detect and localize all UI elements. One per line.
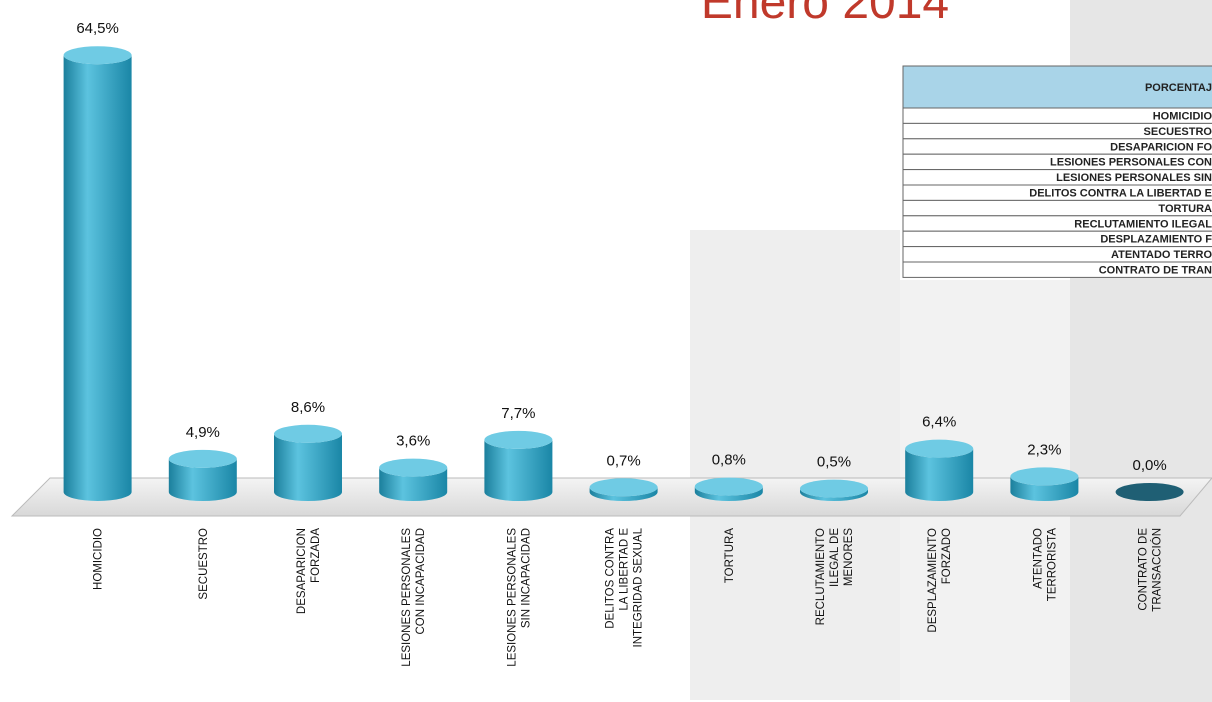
value-label: 2,3% <box>1027 441 1061 458</box>
value-label: 7,7% <box>501 405 535 422</box>
value-label: 4,9% <box>186 424 220 441</box>
table-cell: RECLUTAMIENTO ILEGAL <box>1074 218 1212 230</box>
bar-top <box>694 477 763 496</box>
value-label: 0,7% <box>606 452 640 469</box>
category-label: HOMICIDIO <box>93 528 105 590</box>
chart-title: Enero 2014 <box>701 0 949 29</box>
table-cell: LESIONES PERSONALES SIN <box>1056 172 1212 184</box>
bar-top <box>905 439 974 458</box>
bg-shape <box>690 230 900 700</box>
bar <box>484 439 553 502</box>
bar-top <box>63 46 132 65</box>
table-row <box>902 261 1212 278</box>
bar-top <box>168 449 237 468</box>
bar <box>168 458 237 501</box>
bar <box>63 55 132 501</box>
value-label: 0,0% <box>1132 457 1166 474</box>
table-header-text: PORCENTAJ <box>1145 82 1212 94</box>
category-label: TORTURA <box>724 528 736 583</box>
category-label: DESPLAZAMIENTO FORZADO <box>927 528 953 633</box>
category-label: CONTRATO DE TRANSACCIÓN <box>1138 528 1164 612</box>
bar-top <box>1115 483 1184 501</box>
value-label: 3,6% <box>396 433 430 450</box>
value-label: 0,5% <box>817 454 851 471</box>
table: PORCENTAJ HOMICIDIO SECUESTRO DESAPARICION … <box>902 65 1212 278</box>
table-cell: LESIONES PERSONALES CON <box>1050 157 1212 169</box>
table-cell: DESPLAZAMIENTO F <box>1100 234 1212 246</box>
value-label: 8,6% <box>291 399 325 416</box>
bar <box>379 467 448 501</box>
category-label: LESIONES PERSONALES CON INCAPACIDAD <box>401 528 427 667</box>
bar-top <box>1010 467 1079 486</box>
table-cell: HOMICIDIO <box>1153 111 1212 123</box>
bar <box>274 433 342 501</box>
bar <box>1010 476 1079 501</box>
bar-top <box>484 430 553 449</box>
bar <box>589 487 658 501</box>
table-cell: DELITOS CONTRA LA LIBERTAD E <box>1029 188 1212 200</box>
bar-top <box>379 458 448 477</box>
table-cell: SECUESTRO <box>1144 126 1212 138</box>
category-label: ATENTADO TERRORISTA <box>1032 528 1058 602</box>
value-label: 6,4% <box>922 414 956 431</box>
category-label: DESAPARICION FORZADA <box>296 528 322 614</box>
value-label: 0,8% <box>712 452 746 469</box>
table-header <box>902 65 1212 109</box>
category-label: LESIONES PERSONALES SIN INCAPACIDAD <box>506 528 532 667</box>
bar <box>905 448 974 501</box>
category-label: RECLUTAMIENTO ILEGAL DE MENORES <box>815 528 855 626</box>
bar-top <box>274 424 342 443</box>
bar-top <box>589 478 658 497</box>
bar <box>800 488 868 501</box>
table-cell: CONTRATO DE TRAN <box>1099 265 1212 277</box>
category-label: SECUESTRO <box>198 528 210 600</box>
category-label: DELITOS CONTRA LA LIBERTAD E INTEGRIDAD SE… <box>605 527 645 647</box>
value-label: 64,5% <box>76 20 119 37</box>
bar-top <box>800 479 868 498</box>
bar <box>694 486 763 501</box>
table-cell: ATENTADO TERRO <box>1111 249 1212 261</box>
table-cell: TORTURA <box>1158 203 1212 215</box>
table-cell: DESAPARICION FO <box>1110 141 1212 153</box>
